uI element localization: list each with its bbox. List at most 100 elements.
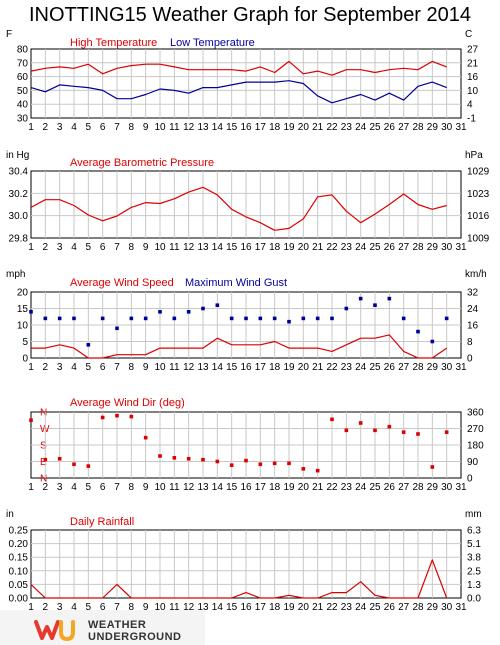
x-tick-label: 28 bbox=[412, 122, 424, 133]
series-line bbox=[30, 186, 447, 231]
x-tick-label: 23 bbox=[341, 122, 353, 133]
y-tick-label-left: 0.25 bbox=[9, 526, 29, 537]
y-tick-label-right: 90 bbox=[467, 457, 479, 468]
x-tick-label: 11 bbox=[169, 242, 180, 253]
y-tick-label-left: 20 bbox=[17, 288, 29, 299]
page-title: INOTTING15 Weather Graph for September 2… bbox=[28, 4, 472, 26]
data-point bbox=[172, 456, 177, 460]
y-tick-label-left: 30.0 bbox=[9, 211, 29, 222]
x-tick-label: 5 bbox=[86, 602, 92, 613]
x-tick-label: 3 bbox=[57, 242, 63, 253]
x-tick-label: 26 bbox=[384, 242, 396, 253]
x-tick-label: 31 bbox=[455, 482, 467, 493]
x-tick-label: 28 bbox=[412, 362, 424, 373]
data-point bbox=[158, 310, 162, 314]
data-point bbox=[272, 461, 277, 466]
data-point bbox=[100, 316, 105, 321]
logo-text-weather: WEATHER bbox=[88, 619, 147, 631]
legend-entry: Low Temperature bbox=[170, 37, 255, 49]
y-tick-label-left: 30.2 bbox=[9, 189, 29, 200]
x-tick-label: 6 bbox=[100, 482, 106, 493]
right-unit-label: C bbox=[465, 29, 472, 40]
x-tick-label: 8 bbox=[129, 242, 135, 253]
x-tick-label: 21 bbox=[312, 482, 324, 493]
y-tick-label-right: 0.0 bbox=[467, 594, 481, 605]
x-tick-label: 22 bbox=[326, 482, 338, 493]
x-tick-label: 7 bbox=[114, 242, 120, 253]
x-tick-label: 9 bbox=[143, 242, 149, 253]
data-point bbox=[258, 462, 263, 467]
data-point bbox=[358, 421, 363, 425]
x-tick-label: 20 bbox=[298, 362, 310, 373]
data-point bbox=[272, 316, 277, 321]
data-point bbox=[215, 459, 220, 464]
data-point bbox=[287, 319, 291, 324]
y-tick-label-right: 270 bbox=[467, 424, 484, 435]
y-tick-label-right: 5.1 bbox=[467, 539, 481, 550]
x-tick-label: 4 bbox=[71, 362, 77, 373]
x-tick-label: 9 bbox=[143, 602, 149, 613]
x-tick-label: 19 bbox=[283, 362, 295, 373]
x-tick-label: 22 bbox=[326, 122, 338, 133]
x-tick-label: 11 bbox=[169, 362, 180, 373]
series-line bbox=[30, 559, 448, 599]
x-tick-label: 28 bbox=[412, 242, 424, 253]
x-tick-label: 30 bbox=[441, 362, 453, 373]
data-point bbox=[115, 413, 119, 418]
x-tick-label: 14 bbox=[212, 362, 224, 373]
y-tick-label-left: S bbox=[40, 441, 47, 452]
y-tick-label-left: 60 bbox=[17, 72, 29, 83]
x-tick-label: 30 bbox=[441, 482, 453, 493]
y-tick-label-right: 10 bbox=[467, 86, 479, 97]
x-tick-label: 23 bbox=[341, 362, 353, 373]
data-point bbox=[57, 456, 62, 461]
x-tick-label: 13 bbox=[197, 242, 209, 253]
data-point bbox=[444, 316, 449, 321]
x-tick-label: 17 bbox=[255, 122, 267, 133]
x-tick-label: 31 bbox=[455, 602, 467, 613]
y-tick-label-left: 29.8 bbox=[9, 234, 29, 245]
x-tick-label: 5 bbox=[86, 362, 92, 373]
data-point bbox=[401, 430, 406, 434]
x-tick-label: 11 bbox=[169, 122, 180, 133]
x-tick-label: 20 bbox=[298, 122, 310, 133]
data-point bbox=[244, 316, 248, 321]
x-tick-label: 18 bbox=[269, 482, 281, 493]
x-tick-label: 12 bbox=[183, 602, 195, 613]
x-tick-label: 30 bbox=[441, 242, 453, 253]
x-tick-label: 25 bbox=[369, 362, 381, 373]
x-tick-label: 30 bbox=[441, 602, 453, 613]
y-tick-label-right: 360 bbox=[467, 408, 484, 419]
x-tick-label: 25 bbox=[369, 242, 381, 253]
y-tick-label-right: 2.5 bbox=[467, 566, 481, 577]
y-tick-label-left: 0.00 bbox=[9, 594, 29, 605]
x-tick-label: 29 bbox=[427, 362, 439, 373]
x-tick-label: 15 bbox=[226, 602, 238, 613]
y-tick-label-left: 30 bbox=[17, 114, 29, 125]
x-tick-label: 21 bbox=[312, 122, 324, 133]
x-tick-label: 22 bbox=[326, 362, 338, 373]
x-tick-label: 15 bbox=[226, 362, 238, 373]
y-tick-label-right: 1016 bbox=[467, 211, 490, 222]
y-tick-label-right: 0 bbox=[467, 354, 473, 365]
y-tick-label-right: 3.8 bbox=[467, 553, 481, 564]
x-tick-label: 19 bbox=[283, 482, 295, 493]
x-tick-label: 17 bbox=[255, 242, 267, 253]
data-point bbox=[100, 415, 105, 420]
x-tick-label: 7 bbox=[114, 482, 120, 493]
data-point bbox=[43, 316, 48, 321]
weather-underground-logo: WEATHER UNDERGROUND bbox=[0, 610, 205, 645]
y-tick-label-left: 50 bbox=[17, 86, 29, 97]
x-tick-label: 19 bbox=[283, 122, 295, 133]
x-tick-label: 29 bbox=[427, 602, 439, 613]
x-tick-label: 19 bbox=[283, 602, 295, 613]
left-unit-label: F bbox=[6, 29, 12, 40]
x-tick-label: 16 bbox=[240, 362, 252, 373]
x-tick-label: 2 bbox=[43, 122, 49, 133]
x-tick-label: 29 bbox=[427, 122, 439, 133]
x-tick-label: 9 bbox=[143, 482, 149, 493]
x-tick-label: 2 bbox=[43, 362, 49, 373]
left-unit-label: in Hg bbox=[6, 150, 29, 161]
